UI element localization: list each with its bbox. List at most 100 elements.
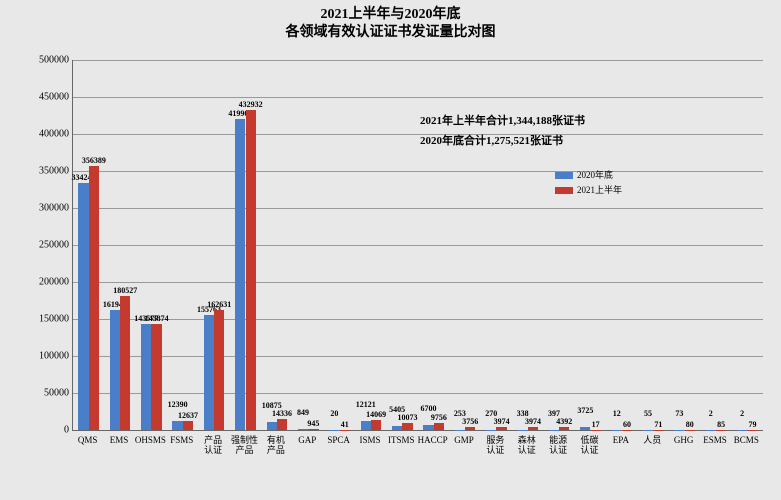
- plot-area: 3342443563891619491805271435771438741239…: [72, 60, 763, 431]
- bar-2020年底: [643, 430, 653, 431]
- bar-2020年底: [737, 430, 747, 431]
- bar-2020年底: [517, 430, 527, 431]
- x-category-label: FSMS: [170, 436, 193, 446]
- bar-value-label: 12: [613, 410, 621, 418]
- bar-2021上半年: [151, 324, 161, 430]
- x-category-label: 低碳 认证: [580, 436, 598, 456]
- legend-label-1: 2021上半年: [577, 185, 622, 195]
- bar-value-label: 9756: [431, 414, 447, 422]
- legend-swatch-0: [555, 172, 573, 179]
- x-category-label: QMS: [78, 436, 98, 446]
- y-tick-label: 200000: [9, 277, 69, 288]
- bar-2021上半年: [246, 110, 256, 430]
- bar-value-label: 3974: [494, 418, 510, 426]
- y-tick-label: 400000: [9, 129, 69, 140]
- bar-2020年底: [455, 430, 465, 431]
- x-category-label: 有机 产品: [267, 436, 285, 456]
- chart-title-line2: 各领域有效认证证书发证量比对图: [0, 24, 781, 42]
- bar-2020年底: [329, 430, 339, 431]
- bar-2021上半年: [559, 427, 569, 430]
- x-category-label: 人员: [643, 436, 661, 446]
- legend-series-0: 2020年底: [555, 168, 613, 181]
- bar-2020年底: [549, 430, 559, 431]
- chart-container: 2021上半年与2020年底 各领域有效认证证书发证量比对图 0 50000 100…: [0, 0, 781, 500]
- bar-2020年底: [78, 183, 88, 430]
- bar-2020年底: [674, 430, 684, 431]
- y-tick-label: 250000: [9, 240, 69, 251]
- bar-value-label: 55: [644, 410, 652, 418]
- gridline: [73, 245, 763, 246]
- y-tick-label: 100000: [9, 351, 69, 362]
- bar-2020年底: [141, 324, 151, 430]
- x-category-label: 能源 认证: [549, 436, 567, 456]
- legend-swatch-1: [555, 187, 573, 194]
- gridline: [73, 319, 763, 320]
- x-category-label: ESMS: [703, 436, 727, 446]
- gridline: [73, 208, 763, 209]
- bar-value-label: 162631: [207, 301, 231, 309]
- x-category-label: HACCP: [418, 436, 448, 446]
- bar-2021上半年: [402, 423, 412, 430]
- bar-2020年底: [298, 429, 308, 430]
- x-category-label: ISMS: [359, 436, 380, 446]
- x-category-label: 强制性 产品: [231, 436, 258, 456]
- bar-2020年底: [706, 430, 716, 431]
- bar-2021上半年: [89, 166, 99, 430]
- bar-value-label: 17: [592, 421, 600, 429]
- y-tick-label: 0: [9, 425, 69, 436]
- bar-2021上半年: [653, 430, 663, 431]
- x-category-label: EPA: [613, 436, 629, 446]
- x-category-label: BCMS: [734, 436, 759, 446]
- y-tick-label: 150000: [9, 314, 69, 325]
- x-category-label: GMP: [454, 436, 474, 446]
- bar-2021上半年: [308, 429, 318, 430]
- bar-2021上半年: [747, 430, 757, 431]
- bar-2020年底: [392, 426, 402, 430]
- bar-value-label: 71: [654, 421, 662, 429]
- bar-2020年底: [486, 430, 496, 431]
- y-tick-label: 50000: [9, 388, 69, 399]
- y-tick-label: 350000: [9, 166, 69, 177]
- bar-2020年底: [423, 425, 433, 430]
- x-category-label: OHSMS: [135, 436, 166, 446]
- bar-value-label: 143874: [145, 315, 169, 323]
- gridline: [73, 282, 763, 283]
- bar-2021上半年: [120, 296, 130, 430]
- x-category-label: EMS: [110, 436, 129, 446]
- gridline: [73, 171, 763, 172]
- x-category-label: GAP: [298, 436, 316, 446]
- bar-value-label: 2: [740, 410, 744, 418]
- bar-2020年底: [235, 119, 245, 430]
- x-category-label: SPCA: [327, 436, 350, 446]
- bar-value-label: 14336: [272, 410, 292, 418]
- bar-2020年底: [361, 421, 371, 430]
- bar-value-label: 41: [341, 421, 349, 429]
- bar-value-label: 20: [330, 410, 338, 418]
- annotation-2020: 2020年底合计1,275,521张证书: [420, 132, 563, 148]
- bar-value-label: 14069: [366, 411, 386, 419]
- bar-2020年底: [204, 315, 214, 430]
- bar-value-label: 2: [709, 410, 713, 418]
- bar-value-label: 12390: [168, 401, 188, 409]
- bar-value-label: 945: [307, 420, 319, 428]
- bar-value-label: 4392: [556, 418, 572, 426]
- bar-value-label: 85: [717, 421, 725, 429]
- bar-2020年底: [172, 421, 182, 430]
- bar-value-label: 79: [748, 421, 756, 429]
- bar-value-label: 12637: [178, 412, 198, 420]
- gridline: [73, 60, 763, 61]
- bar-2021上半年: [465, 427, 475, 430]
- bar-2021上半年: [277, 419, 287, 430]
- x-category-label: 服务 认证: [486, 436, 504, 456]
- bar-2020年底: [580, 427, 590, 430]
- annotation-2021: 2021年上半年合计1,344,188张证书: [420, 112, 585, 128]
- bar-2020年底: [267, 422, 277, 430]
- bar-2021上半年: [716, 430, 726, 431]
- gridline: [73, 134, 763, 135]
- bar-2021上半年: [528, 427, 538, 430]
- bar-2021上半年: [340, 430, 350, 431]
- chart-title-line1: 2021上半年与2020年底: [0, 6, 781, 24]
- bar-2021上半年: [214, 310, 224, 430]
- bar-value-label: 73: [675, 410, 683, 418]
- gridline: [73, 97, 763, 98]
